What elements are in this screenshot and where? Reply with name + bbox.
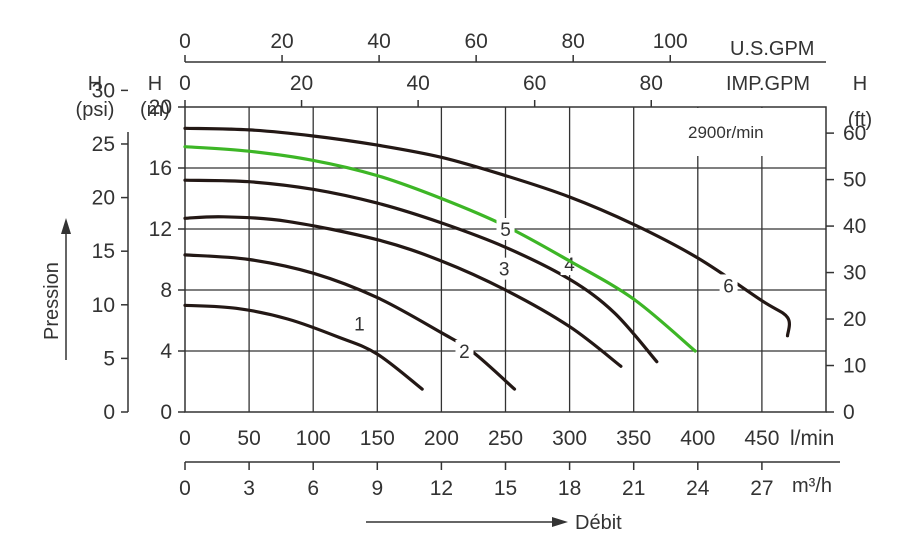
impgpm-tick-label: 40 [406,72,429,95]
psi-axis-unit: (psi) [76,99,115,121]
m-tick-label: 20 [149,96,172,119]
curve-label-bg [350,312,369,335]
pressure-axis-title: Pression [41,262,63,340]
usgpm-tick-label: 0 [179,30,191,53]
psi-tick-label: 20 [92,187,115,210]
impgpm-axis-label: IMP.GPM [726,73,810,95]
psi-tick-label: 25 [92,133,115,156]
m3h-tick-label: 24 [686,477,710,500]
x-tick-label-lmin: 450 [744,427,779,450]
x-tick-label-lmin: 350 [616,427,651,450]
m3h-tick-label: 12 [430,477,453,500]
ft-tick-label: 20 [843,308,866,331]
m3h-tick-label: 9 [371,477,383,500]
curve-label-bg [455,340,474,362]
ft-tick-label: 10 [843,355,866,378]
m3h-tick-label: 18 [558,477,581,500]
pump-curve-1 [183,303,424,391]
impgpm-tick-label: 80 [640,72,663,95]
curve-label-bg [496,218,515,240]
x-tick-label-lmin: 50 [237,427,260,450]
impgpm-tick-label: 60 [523,72,546,95]
curve-label-5: 5 [500,220,511,241]
ft-tick-label: 30 [843,262,866,285]
x-axis-unit-lmin: l/min [790,427,834,450]
flow-arrow-head [552,517,568,527]
pump-curve-3 [183,215,623,368]
m-tick-label: 12 [149,218,172,241]
m3h-tick-label: 21 [622,477,645,500]
usgpm-tick-label: 80 [562,30,585,53]
m-axis-unit: (m) [140,99,170,121]
curve-label-2: 2 [459,342,470,363]
m3h-tick-label: 6 [307,477,319,500]
ft-axis-unit: (ft) [848,109,872,131]
usgpm-tick-label: 60 [464,30,487,53]
m-tick-label: 0 [160,401,172,424]
x-tick-label-lmin: 250 [488,427,523,450]
psi-tick-label: 0 [103,401,115,424]
plot-frame [184,106,827,413]
m3h-tick-label: 0 [179,477,191,500]
ft-tick-label: 50 [843,169,866,192]
pump-curve-6 [183,126,791,338]
m3h-tick-label: 3 [243,477,255,500]
curve-label-bg [719,274,738,297]
curve-label-bg [495,257,514,280]
x-tick-label-lmin: 200 [424,427,459,450]
m3h-tick-label: 15 [494,477,517,500]
m3h-axis-unit: m³/h [792,475,832,497]
psi-tick-label: 5 [103,347,115,370]
x-tick-label-lmin: 400 [680,427,715,450]
usgpm-tick-label: 40 [367,30,390,53]
speed-label: 2900r/min [688,123,764,142]
m-tick-label: 4 [160,340,172,363]
x-tick-label-lmin: 0 [179,427,191,450]
ft-tick-label: 0 [843,401,855,424]
ft-tick-label: 60 [843,122,866,145]
x-tick-label-lmin: 150 [360,427,395,450]
ft-axis-head: H [853,73,867,95]
speed-label-frame [668,108,825,156]
pump-curve-4 [183,178,659,364]
psi-tick-label: 15 [92,240,115,263]
curve-label-4: 4 [564,255,575,276]
usgpm-tick-label: 100 [653,30,688,53]
impgpm-tick-label: 20 [290,72,313,95]
series-layer: 1 2 3 4 5 6 [183,126,791,391]
x-tick-label-lmin: 100 [296,427,331,450]
curve-label-3: 3 [499,260,510,281]
psi-tick-label: 10 [92,294,115,317]
curve-label-1: 1 [354,315,365,336]
x-tick-label-lmin: 300 [552,427,587,450]
usgpm-tick-label: 20 [270,30,293,53]
pressure-arrow-head [61,218,71,234]
m-axis-head: H [148,73,162,95]
flow-axis-title: Débit [575,512,622,534]
usgpm-axis-label: U.S.GPM [730,38,814,60]
pump-curve-5 [183,145,697,353]
psi-axis-head: H [88,73,102,95]
speed-label-box: 2900r/min [668,108,825,156]
m3h-tick-label: 27 [750,477,773,500]
m-tick-label: 8 [160,279,172,302]
ft-tick-label: 40 [843,215,866,238]
m-tick-label: 16 [149,157,172,180]
impgpm-tick-label: 0 [179,72,191,95]
curve-label-6: 6 [723,276,734,297]
psi-tick-label: 30 [92,79,115,102]
